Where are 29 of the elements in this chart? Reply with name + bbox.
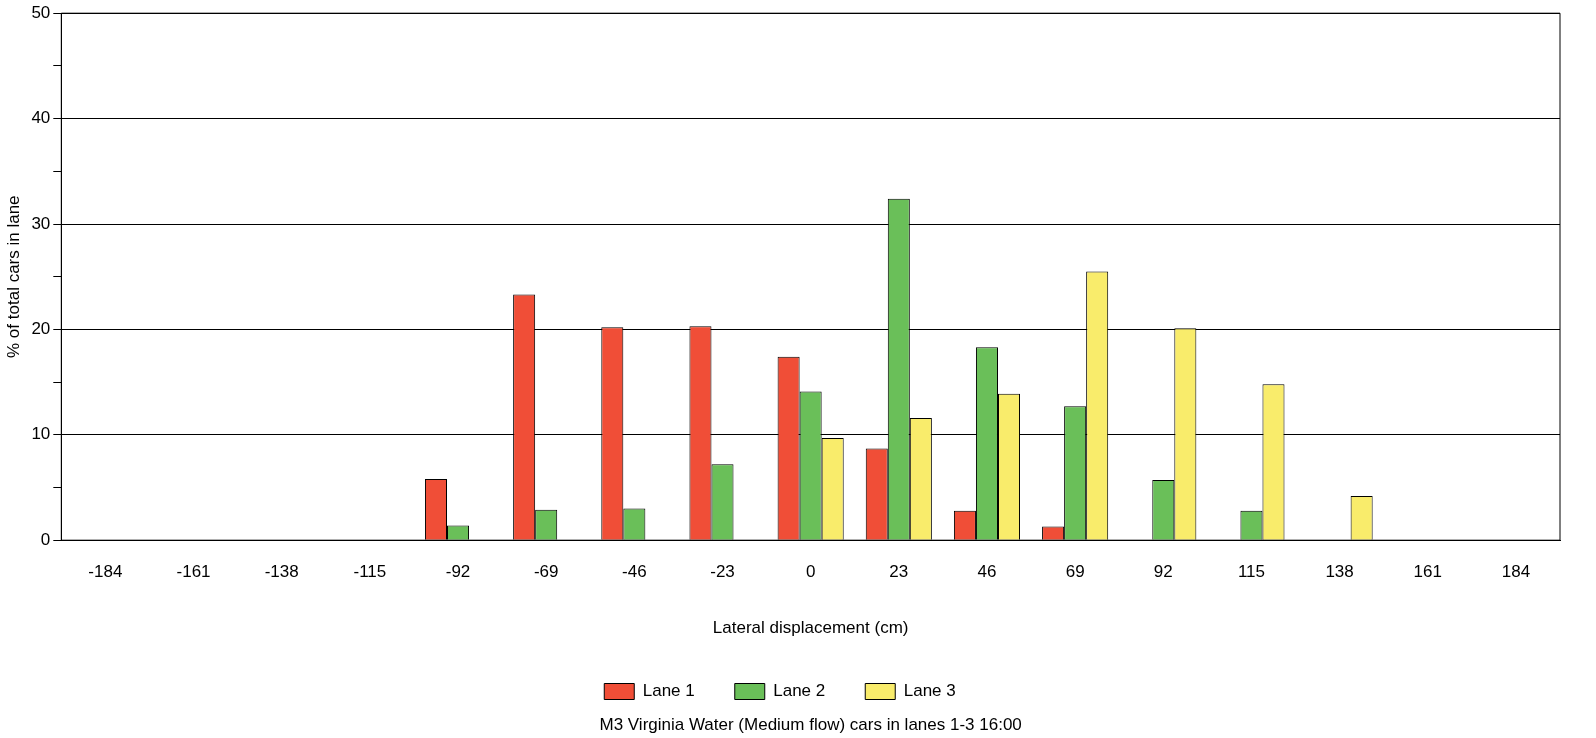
y-tick-label: 10 — [31, 424, 51, 444]
y-tick-label: 50 — [31, 2, 51, 22]
y-axis-title: % of total cars in lane — [3, 195, 23, 358]
x-tick-label: 138 — [1325, 562, 1354, 582]
x-tick-label: -23 — [710, 562, 735, 582]
x-tick-label: 184 — [1501, 562, 1531, 582]
text: M3 Virginia Water (Medium flow) cars in lanes 1-3 16:00 — [599, 715, 1022, 735]
x-tick-label: -138 — [264, 562, 299, 582]
y-tick-label: 20 — [31, 319, 51, 339]
x-tick-label: 23 — [889, 562, 909, 582]
x-tick-label: 46 — [977, 562, 997, 582]
x-tick-label: 92 — [1153, 562, 1173, 582]
x-tick-label: 0 — [805, 562, 816, 582]
x-tick-label: 161 — [1413, 562, 1442, 582]
x-tick-label: -92 — [445, 562, 471, 582]
x-tick-label: -184 — [88, 562, 123, 582]
legend-label: Lane 3 — [903, 681, 956, 701]
x-tick-label: 69 — [1065, 562, 1085, 582]
y-tick-label: 30 — [31, 213, 51, 233]
x-axis-title: Lateral displacement (cm) — [712, 618, 909, 638]
x-tick-label: -161 — [176, 562, 211, 582]
x-tick-label: -115 — [353, 562, 387, 582]
x-tick-label: -46 — [622, 562, 647, 582]
legend-label: Lane 2 — [773, 681, 826, 701]
legend-label: Lane 1 — [642, 681, 695, 701]
x-tick-label: 115 — [1237, 562, 1265, 582]
x-tick-label: -69 — [533, 562, 559, 582]
y-tick-label: 0 — [40, 529, 51, 549]
y-tick-label: 40 — [31, 108, 51, 128]
